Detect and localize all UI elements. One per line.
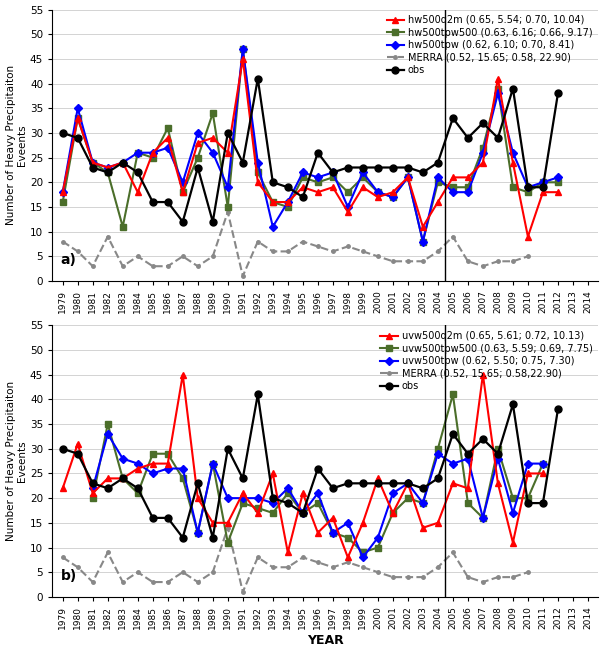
Text: a): a) — [60, 253, 76, 268]
Y-axis label: Number of Heavy Precipitaiton
Eveents: Number of Heavy Precipitaiton Eveents — [5, 65, 27, 225]
X-axis label: YEAR: YEAR — [307, 635, 344, 647]
Y-axis label: Number of Heavy Precipitaiton
Eveents: Number of Heavy Precipitaiton Eveents — [5, 381, 27, 541]
Legend: uvw500q2m (0.65, 5.61; 0.72, 10.13), uvw500tpw500 (0.63, 5.59; 0.69, 7.75), uvw5: uvw500q2m (0.65, 5.61; 0.72, 10.13), uvw… — [378, 329, 594, 393]
Text: b): b) — [60, 569, 77, 583]
Legend: hw500q2m (0.65, 5.54; 0.70, 10.04), hw500tpw500 (0.63, 6.16; 0.66, 9.17), hw500t: hw500q2m (0.65, 5.54; 0.70, 10.04), hw50… — [385, 14, 594, 77]
